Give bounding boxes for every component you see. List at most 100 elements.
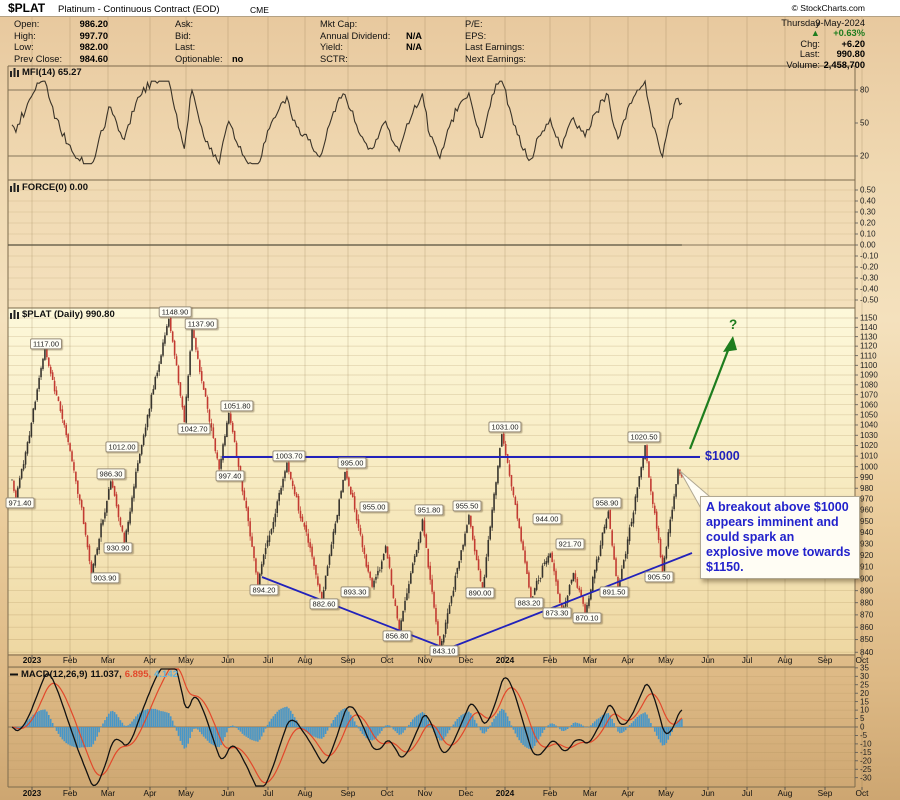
price-label: 955.00 <box>359 501 389 513</box>
svg-text:910: 910 <box>860 563 874 572</box>
candlestick-series <box>11 317 683 650</box>
quote-value: 986.20 <box>79 19 108 29</box>
price-label: 856.80 <box>382 630 412 642</box>
svg-text:1000: 1000 <box>860 462 878 471</box>
quote-value: 997.70 <box>79 30 108 41</box>
gridlines <box>7 17 863 788</box>
quote-value: N/A <box>406 42 423 53</box>
svg-text:Oct: Oct <box>381 655 395 665</box>
mfi-panel-label: MFI(14) 65.27 <box>10 67 82 78</box>
svg-text:900: 900 <box>860 574 874 583</box>
svg-text:1070: 1070 <box>860 390 878 399</box>
svg-text:Sep: Sep <box>341 788 356 798</box>
copyright: © StockCharts.com <box>791 3 865 13</box>
svg-text:Jun: Jun <box>701 788 715 798</box>
ticker-symbol: $PLAT <box>8 1 46 15</box>
quote-value: 982.00 <box>79 42 108 53</box>
quote-label: SCTR: <box>320 53 348 64</box>
svg-text:May: May <box>178 655 195 665</box>
price-label: 893.30 <box>340 586 370 598</box>
price-label: 971.40 <box>5 497 35 509</box>
line-swatch-icon <box>10 673 18 676</box>
svg-text:Feb: Feb <box>543 655 558 665</box>
svg-text:980: 980 <box>860 484 874 493</box>
svg-text:35: 35 <box>860 663 869 672</box>
price-label: 894.20 <box>249 584 279 596</box>
quote-label: EPS: <box>465 30 487 41</box>
svg-text:Feb: Feb <box>63 655 78 665</box>
svg-text:Oct: Oct <box>856 655 870 665</box>
price-label: 1012.00 <box>105 441 139 453</box>
svg-text:870: 870 <box>860 610 874 619</box>
svg-text:1020: 1020 <box>860 441 878 450</box>
svg-text:0.50: 0.50 <box>860 186 876 195</box>
price-label: 903.90 <box>90 572 120 584</box>
price-panel-bg <box>8 308 855 654</box>
price-label: 986.30 <box>96 468 126 480</box>
svg-text:Mar: Mar <box>101 788 116 798</box>
svg-text:20: 20 <box>860 689 869 698</box>
quote-right-label: Chg: <box>800 38 820 49</box>
svg-text:1100: 1100 <box>860 361 878 370</box>
svg-text:1080: 1080 <box>860 380 878 389</box>
svg-text:Aug: Aug <box>778 788 793 798</box>
svg-text:Aug: Aug <box>298 655 313 665</box>
price-label: 1148.90 <box>158 306 192 318</box>
svg-text:Oct: Oct <box>381 788 395 798</box>
svg-text:-30: -30 <box>860 773 872 782</box>
svg-text:Oct: Oct <box>856 788 870 798</box>
quote-value: 984.60 <box>79 53 108 64</box>
price-label: 951.80 <box>414 504 444 516</box>
quote-label: Optionable: <box>175 53 223 64</box>
breakout-callout: A breakout above $1000 appears imminent … <box>700 496 860 579</box>
quote-value: N/A <box>406 30 423 41</box>
svg-text:Mar: Mar <box>101 655 116 665</box>
svg-text:1060: 1060 <box>860 400 878 409</box>
price-label: 997.40 <box>215 470 245 482</box>
svg-text:2024: 2024 <box>496 788 515 798</box>
svg-text:-25: -25 <box>860 765 872 774</box>
svg-text:Nov: Nov <box>418 788 434 798</box>
svg-text:850: 850 <box>860 635 874 644</box>
price-label: 873.30 <box>542 607 572 619</box>
svg-text:Feb: Feb <box>543 788 558 798</box>
svg-text:-0.30: -0.30 <box>860 274 879 283</box>
svg-text:30: 30 <box>860 672 869 681</box>
price-panel-label: $PLAT (Daily) 990.80 <box>10 309 115 320</box>
price-label: 890.00 <box>465 587 495 599</box>
svg-text:25: 25 <box>860 680 869 689</box>
trendline-1 <box>261 576 448 650</box>
svg-text:50: 50 <box>860 119 869 128</box>
month-axis-labels: 2023 2023 Feb Feb Mar Mar Apr Apr May May Jun Jun Ju… <box>23 655 869 798</box>
price-label: 870.10 <box>572 612 602 624</box>
svg-text:Aug: Aug <box>778 655 793 665</box>
mfi-line <box>11 79 683 166</box>
price-label: 958.90 <box>592 497 622 509</box>
instrument-name: Platinum - Continuous Contract (EOD) <box>58 3 220 15</box>
svg-text:0.00: 0.00 <box>860 241 876 250</box>
quote-label: Ask: <box>175 19 194 29</box>
svg-text:840: 840 <box>860 648 874 657</box>
svg-text:1090: 1090 <box>860 371 878 380</box>
price-label: 843.10 <box>429 645 459 657</box>
quote-label: Yield: <box>320 42 343 53</box>
price-label: 930.90 <box>103 542 133 554</box>
svg-text:80: 80 <box>860 86 869 95</box>
indicator-icon <box>10 182 19 192</box>
svg-text:-10: -10 <box>860 740 872 749</box>
svg-text:Jun: Jun <box>701 655 715 665</box>
price-label: 1137.90 <box>184 318 218 330</box>
quote-label: Last Earnings: <box>465 42 525 53</box>
svg-text:Sep: Sep <box>818 788 833 798</box>
price-label: 1042.70 <box>177 423 211 435</box>
price-label: 882.60 <box>309 598 339 610</box>
svg-text:Jul: Jul <box>263 655 274 665</box>
svg-text:Feb: Feb <box>63 788 78 798</box>
svg-text:960: 960 <box>860 506 874 515</box>
svg-text:1140: 1140 <box>860 323 878 332</box>
svg-text:-20: -20 <box>860 756 872 765</box>
price-label: 944.00 <box>532 513 562 525</box>
quote-right-label: Last: <box>799 49 820 60</box>
svg-text:Jul: Jul <box>742 788 753 798</box>
